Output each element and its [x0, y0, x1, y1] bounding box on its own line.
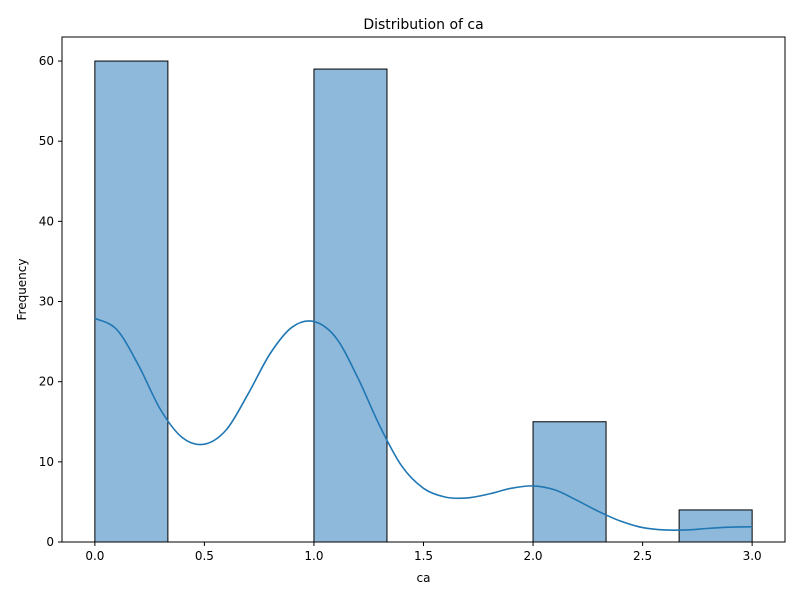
kde-curve: [94, 317, 753, 532]
chart-title: Distribution of ca: [363, 17, 483, 33]
x-tick-label: 2.5: [633, 549, 652, 563]
x-tick-label: 3.0: [743, 549, 762, 563]
y-tick-label: 0: [46, 535, 54, 549]
x-tick-label: 2.0: [523, 549, 542, 563]
y-tick-label: 30: [39, 295, 54, 309]
histogram-bar: [678, 509, 753, 543]
y-tick-label: 10: [39, 455, 54, 469]
y-tick-label: 50: [39, 134, 54, 148]
x-tick-label: 0.5: [195, 549, 214, 563]
histogram-bar: [532, 421, 607, 543]
y-tick-label: 60: [39, 54, 54, 68]
histogram-bar: [94, 60, 169, 543]
x-tick-label: 1.0: [304, 549, 323, 563]
x-axis-title: ca: [417, 571, 431, 585]
y-tick-label: 40: [39, 214, 54, 228]
y-axis-ticks: 0 10 20 30 40 50 60: [39, 54, 62, 549]
y-axis-title: Frequency: [15, 259, 29, 321]
x-tick-label: 1.5: [414, 549, 433, 563]
histogram-bar: [313, 68, 388, 543]
x-tick-label: 0.0: [85, 549, 104, 563]
x-axis-ticks: 0.0 0.5 1.0 1.5 2.0 2.5 3.0: [85, 542, 762, 563]
bars-layer: [94, 60, 753, 543]
y-tick-label: 20: [39, 375, 54, 389]
kde-layer: [94, 317, 753, 532]
